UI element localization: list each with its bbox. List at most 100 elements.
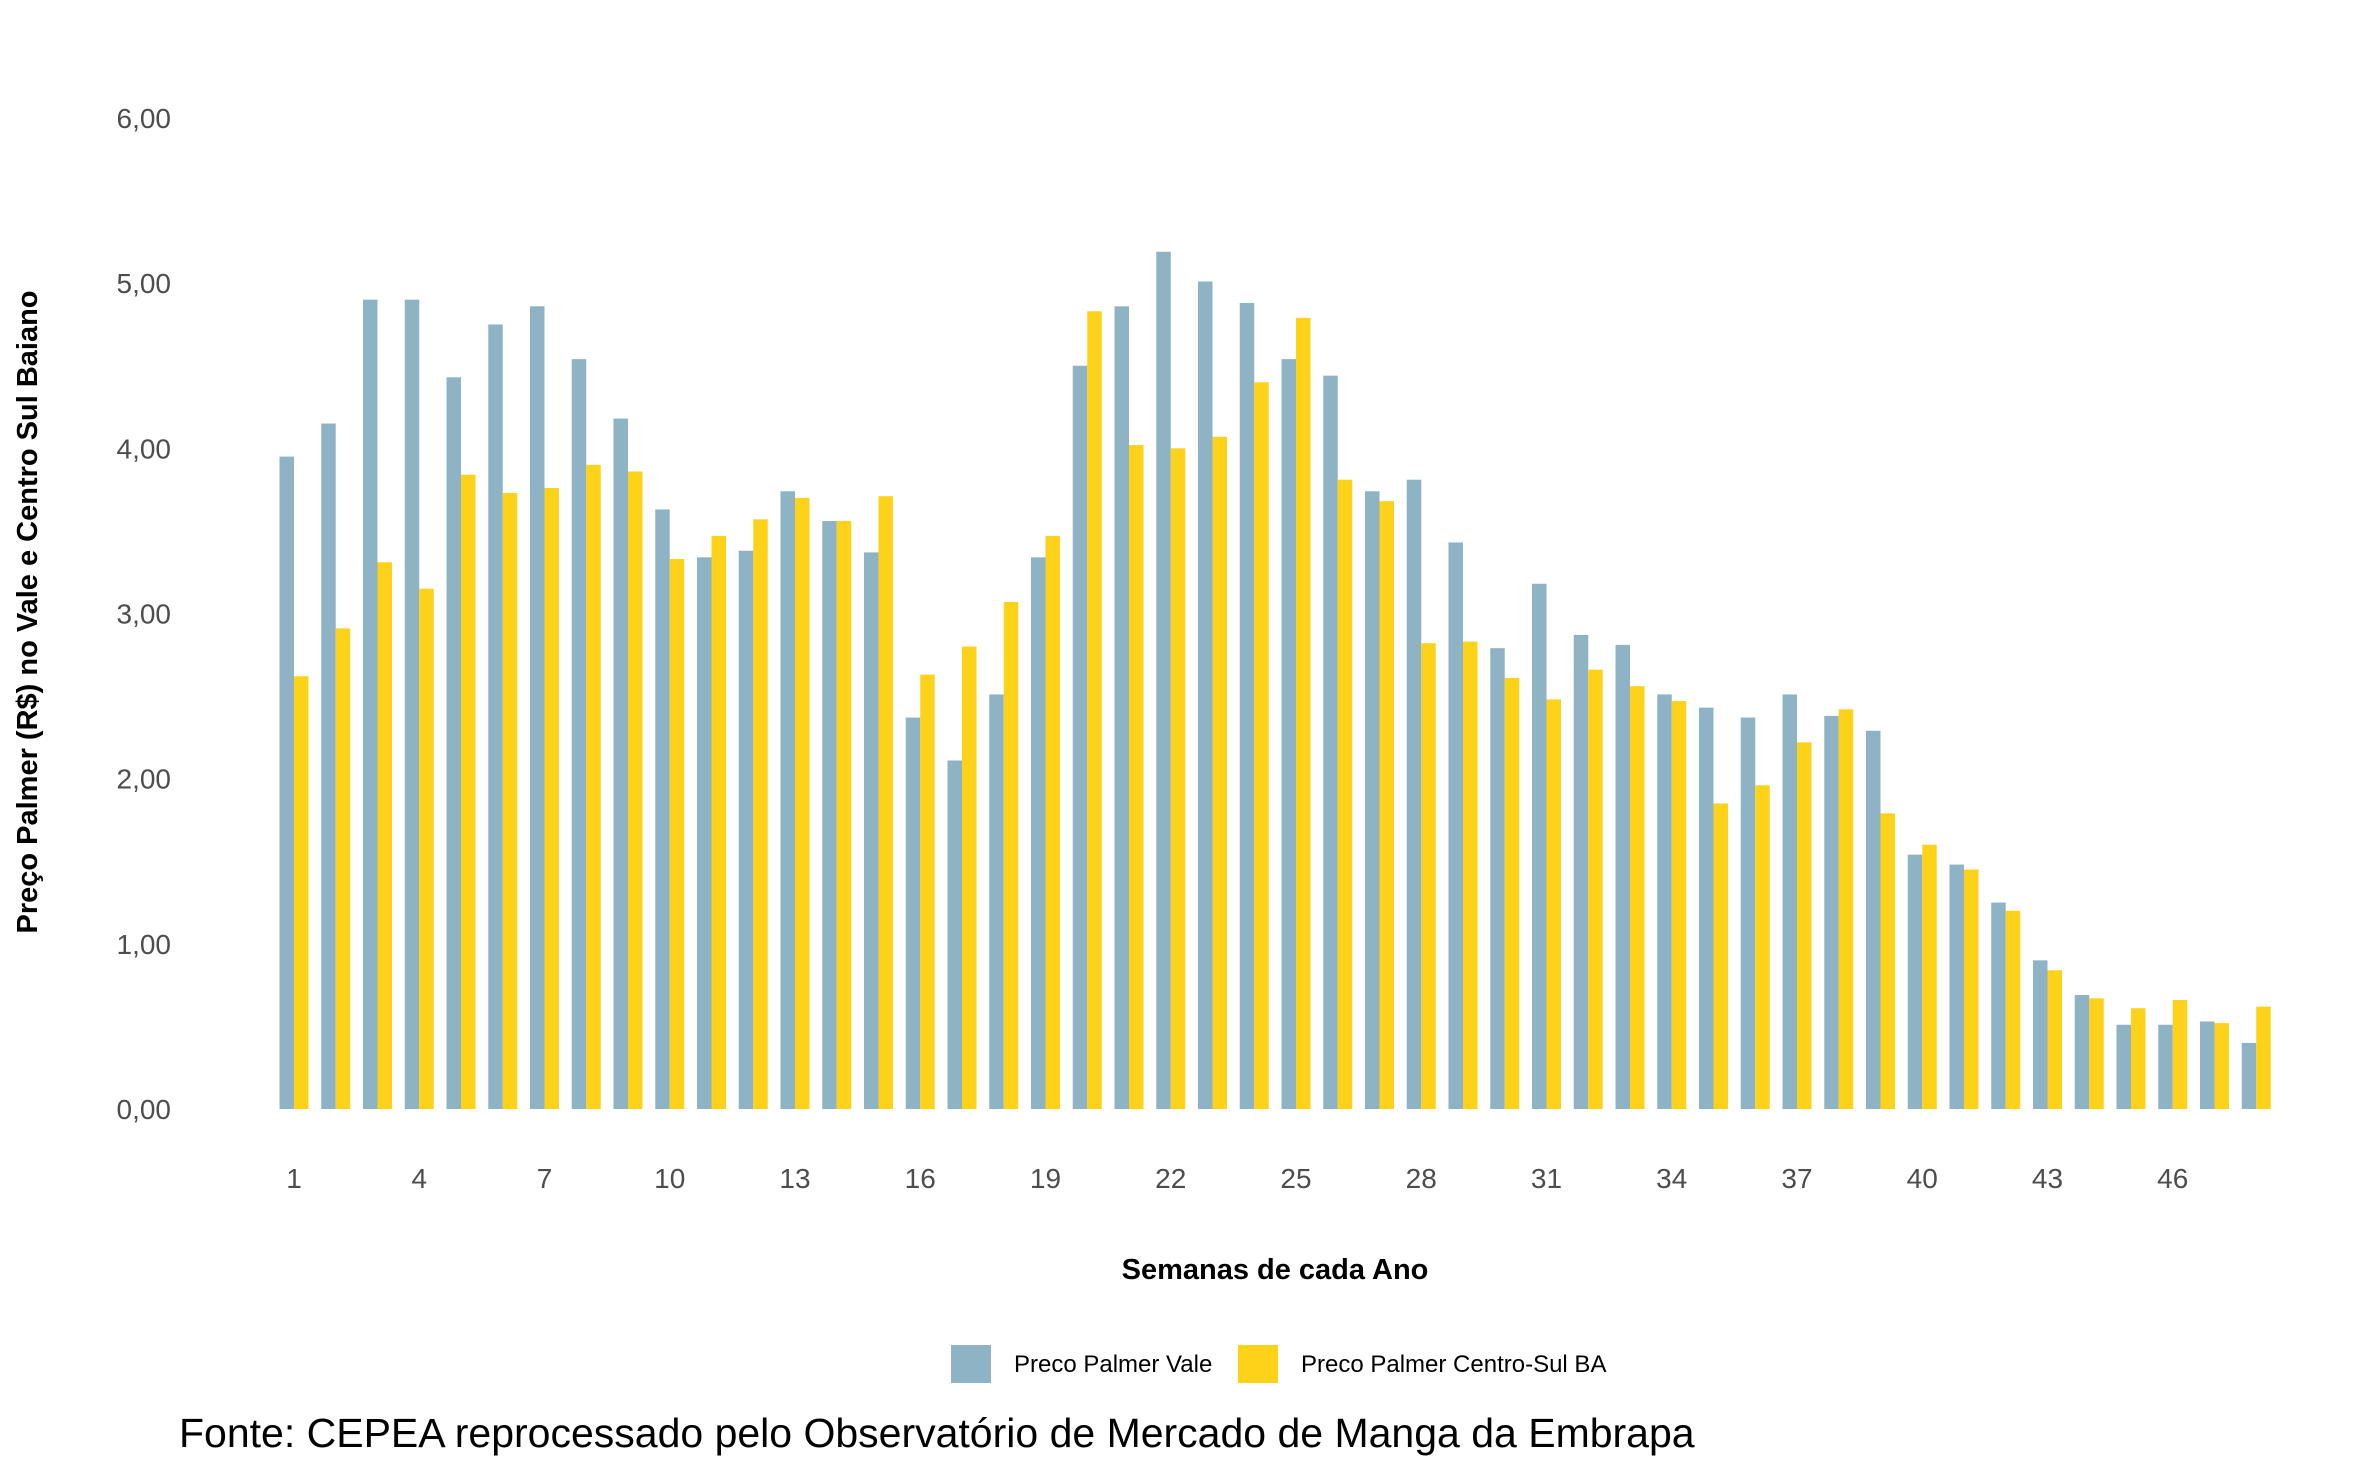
bar-preco-palmer-vale <box>571 359 587 1109</box>
bar-preco-palmer-vale <box>1406 479 1422 1110</box>
bar-preco-palmer-vale <box>2074 995 2090 1109</box>
bar-preco-palmer-centro-sul <box>1003 601 1019 1109</box>
bar-preco-palmer-vale <box>488 324 503 1110</box>
y-tick-label: 0,00 <box>117 1094 172 1125</box>
bar-preco-palmer-vale <box>1699 707 1714 1109</box>
bar-preco-palmer-vale <box>2158 1024 2173 1109</box>
bar-preco-palmer-vale <box>530 306 545 1109</box>
bar-preco-palmer-vale <box>822 521 837 1109</box>
bar-preco-palmer-centro-sul <box>1337 479 1353 1110</box>
bar-preco-palmer-centro-sul <box>669 559 685 1109</box>
bar-preco-palmer-vale <box>1907 854 1923 1109</box>
bar-preco-palmer-vale <box>738 550 754 1109</box>
x-tick-label: 37 <box>1781 1163 1812 1194</box>
bar-preco-palmer-vale <box>1782 694 1797 1109</box>
bar-preco-palmer-centro-sul <box>335 628 351 1109</box>
x-tick-label: 1 <box>286 1163 302 1194</box>
bar-preco-palmer-centro-sul <box>1880 813 1895 1109</box>
bar-preco-palmer-centro-sul <box>1588 669 1603 1109</box>
legend-swatch-centro-sul <box>1238 1345 1278 1383</box>
bar-preco-palmer-centro-sul <box>1463 641 1478 1109</box>
bar-preco-palmer-vale <box>321 423 336 1109</box>
bar-preco-palmer-vale <box>655 509 670 1109</box>
bar-preco-palmer-centro-sul <box>1087 311 1102 1109</box>
x-tick-label: 34 <box>1656 1163 1687 1194</box>
legend-label-centro-sul: Preco Palmer Centro-Sul BA <box>1301 1351 1606 1378</box>
bar-preco-palmer-vale <box>2200 1021 2215 1109</box>
bar-preco-palmer-centro-sul <box>1671 701 1687 1109</box>
bar-preco-palmer-centro-sul <box>1129 445 1144 1109</box>
bar-preco-palmer-vale <box>1740 717 1756 1109</box>
legend-label-vale: Preco Palmer Vale <box>1014 1351 1212 1378</box>
bar-preco-palmer-centro-sul <box>1254 382 1269 1109</box>
x-tick-label: 31 <box>1531 1163 1562 1194</box>
x-tick-label: 40 <box>1907 1163 1938 1194</box>
y-tick-label: 2,00 <box>117 764 172 795</box>
x-tick-label: 22 <box>1155 1163 1186 1194</box>
bar-preco-palmer-vale <box>1323 375 1338 1109</box>
bar-preco-palmer-vale <box>1615 644 1630 1109</box>
bar-preco-palmer-centro-sul <box>1296 317 1311 1110</box>
bar-preco-palmer-vale <box>1949 864 1964 1109</box>
bar-preco-palmer-vale <box>780 491 795 1109</box>
bars <box>279 251 2271 1110</box>
bar-preco-palmer-centro-sul <box>1504 677 1520 1109</box>
bar-preco-palmer-vale <box>1490 648 1505 1109</box>
bar-preco-palmer-centro-sul <box>795 497 810 1109</box>
bar-preco-palmer-vale <box>905 717 921 1109</box>
bar-preco-palmer-centro-sul <box>1546 699 1561 1109</box>
bar-preco-palmer-vale <box>1532 583 1547 1109</box>
bar-preco-palmer-centro-sul <box>2089 998 2104 1109</box>
bar-preco-palmer-centro-sul <box>377 562 392 1109</box>
bar-preco-palmer-centro-sul <box>920 674 935 1109</box>
bar-preco-palmer-centro-sul <box>1045 535 1060 1109</box>
bar-preco-palmer-centro-sul <box>711 535 726 1109</box>
bar-preco-palmer-vale <box>1365 491 1380 1109</box>
bar-preco-palmer-centro-sul <box>1922 844 1937 1109</box>
bar-preco-palmer-centro-sul <box>2131 1008 2146 1109</box>
bar-preco-palmer-vale <box>1114 306 1129 1109</box>
bar-preco-palmer-centro-sul <box>1170 448 1186 1110</box>
bar-preco-palmer-centro-sul <box>1755 785 1770 1109</box>
bar-preco-palmer-centro-sul <box>962 646 977 1109</box>
bar-preco-palmer-vale <box>989 694 1004 1109</box>
bar-preco-palmer-centro-sul <box>2214 1023 2229 1109</box>
x-tick-label: 28 <box>1406 1163 1437 1194</box>
bar-preco-palmer-vale <box>1824 715 1839 1109</box>
bar-preco-palmer-vale <box>1573 634 1589 1109</box>
bar-preco-palmer-centro-sul <box>1421 643 1436 1109</box>
bar-preco-palmer-centro-sul <box>544 487 559 1110</box>
y-axis-ticks: 0,00 1,00 2,00 3,00 4,00 5,00 6,00 <box>117 103 172 1125</box>
bar-preco-palmer-centro-sul <box>2256 1006 2271 1109</box>
x-tick-label: 4 <box>411 1163 427 1194</box>
bar-preco-palmer-vale <box>864 552 879 1109</box>
legend-swatch-vale <box>951 1345 991 1383</box>
bar-preco-palmer-centro-sul <box>628 471 643 1110</box>
bar-preco-palmer-centro-sul <box>419 588 434 1109</box>
bar-preco-palmer-vale <box>1657 694 1672 1109</box>
bar-preco-palmer-vale <box>697 557 712 1109</box>
bar-preco-palmer-centro-sul <box>2172 999 2188 1109</box>
x-tick-label: 10 <box>654 1163 685 1194</box>
x-tick-label: 16 <box>905 1163 936 1194</box>
bar-preco-palmer-vale <box>1448 542 1463 1109</box>
bar-preco-palmer-centro-sul <box>294 676 309 1109</box>
bar-preco-palmer-vale <box>1198 281 1213 1109</box>
bar-preco-palmer-vale <box>613 418 628 1110</box>
bar-preco-palmer-centro-sul <box>461 474 476 1109</box>
x-tick-label: 19 <box>1030 1163 1061 1194</box>
y-axis-title: Preço Palmer (R$) no Vale e Centro Sul B… <box>12 290 44 933</box>
x-tick-label: 43 <box>2032 1163 2063 1194</box>
bar-preco-palmer-centro-sul <box>1379 501 1394 1109</box>
bar-preco-palmer-centro-sul <box>753 519 768 1109</box>
source-note: Fonte: CEPEA reprocessado pelo Observató… <box>179 1410 1695 1456</box>
bar-preco-palmer-vale <box>2033 960 2048 1109</box>
bar-preco-palmer-centro-sul <box>836 521 852 1109</box>
bar-preco-palmer-centro-sul <box>1713 803 1728 1109</box>
bar-preco-palmer-vale <box>2116 1024 2131 1109</box>
bar-preco-palmer-vale <box>2241 1042 2257 1109</box>
bar-preco-palmer-vale <box>1031 557 1046 1109</box>
x-axis-ticks: 1 4 7 10 13 16 19 22 25 28 31 34 37 40 43 46 <box>286 1163 2188 1194</box>
bar-preco-palmer-centro-sul <box>1797 742 1812 1109</box>
